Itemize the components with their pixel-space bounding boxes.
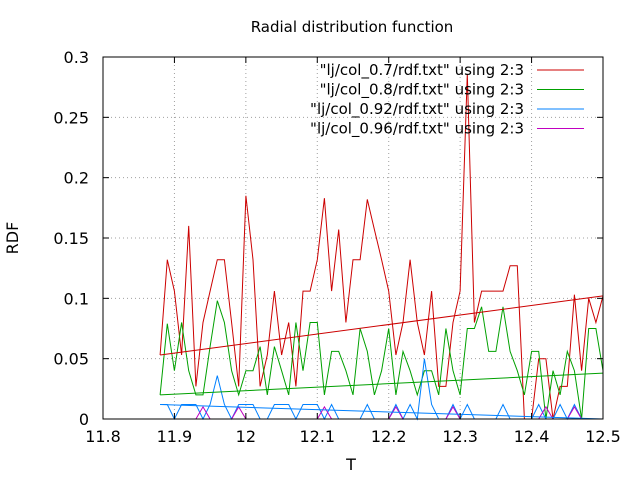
series-line-2 [159, 300, 604, 420]
y-tick-label: 0.2 [64, 169, 89, 188]
y-tick-label: 0 [79, 410, 89, 429]
x-tick-label: 12.3 [442, 427, 478, 446]
axis-ticks: 11.8 11.9 12 12.1 12.2 12.3 12.4 12.5 0 0.05 0.1 0.… [53, 48, 620, 446]
x-tick-label: 12.2 [371, 427, 407, 446]
y-tick-label: 0.15 [53, 229, 89, 248]
x-axis-label: T [345, 455, 356, 474]
series-line-3 [160, 358, 603, 421]
grid [103, 57, 603, 419]
legend-label-2: "lj/col_0.8/rdf.txt" using 2:3 [320, 81, 524, 100]
x-tick-label: 12 [236, 427, 256, 446]
x-tick-label: 12.4 [514, 427, 550, 446]
y-tick-label: 0.3 [64, 48, 89, 67]
y-tick-label: 0.1 [64, 289, 89, 308]
x-tick-label: 12.1 [299, 427, 335, 446]
trend-line-3 [160, 404, 604, 420]
trend-line-1 [160, 295, 604, 356]
x-tick-label: 12.5 [585, 427, 621, 446]
y-tick-label: 0.25 [53, 108, 89, 127]
y-axis-label: RDF [3, 222, 22, 255]
chart-title: Radial distribution function [251, 18, 454, 36]
legend-label-4: "lj/col_0.96/rdf.txt" using 2:3 [310, 120, 524, 139]
legend: "lj/col_0.7/rdf.txt" using 2:3"lj/col_0.… [310, 61, 584, 139]
x-tick-label: 11.9 [157, 427, 193, 446]
trend-line-2 [160, 372, 604, 396]
legend-label-1: "lj/col_0.7/rdf.txt" using 2:3 [320, 61, 524, 80]
y-tick-label: 0.05 [53, 350, 89, 369]
legend-label-3: "lj/col_0.92/rdf.txt" using 2:3 [310, 100, 524, 119]
x-tick-label: 11.8 [85, 427, 121, 446]
